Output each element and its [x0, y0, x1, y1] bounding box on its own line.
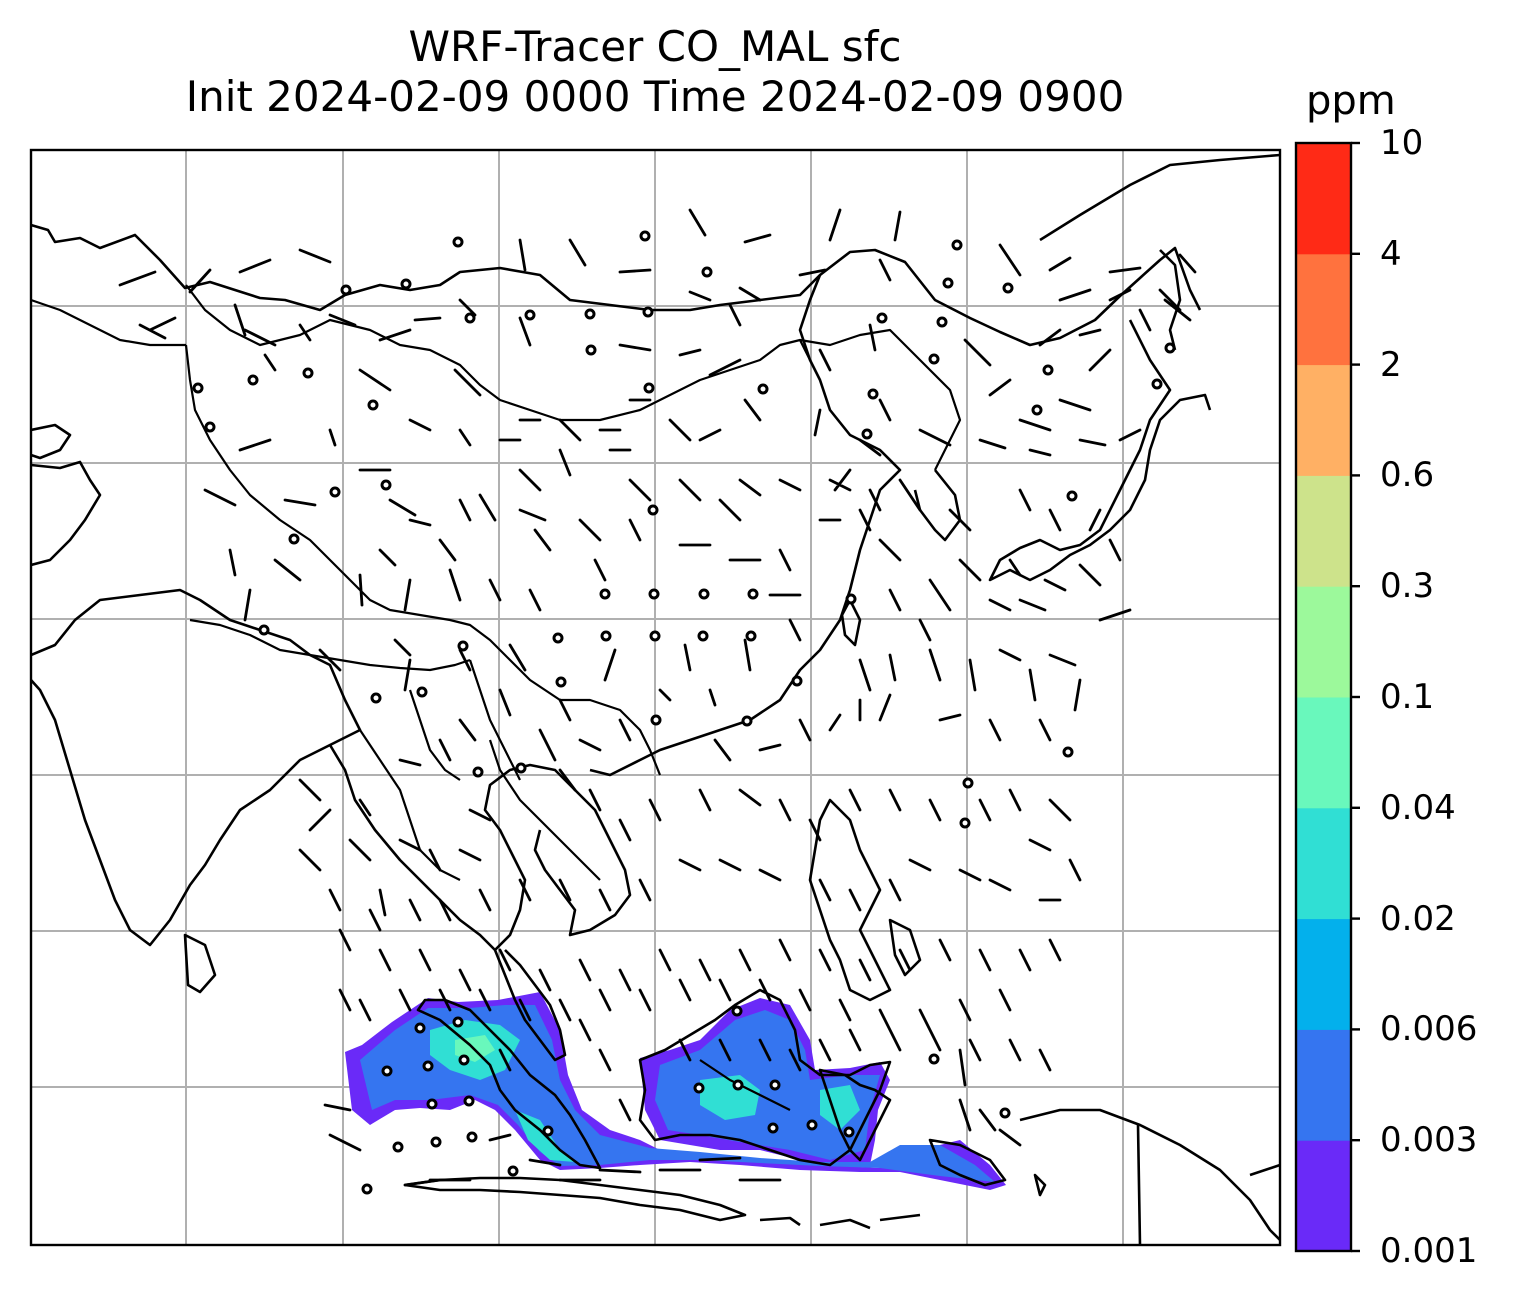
coastline-indochina — [328, 744, 632, 952]
coastlines — [31, 153, 1280, 1245]
coastline-java — [403, 1176, 747, 1222]
border-kazakhstan — [31, 298, 186, 347]
coastline-india — [31, 588, 362, 947]
coastline-timor — [928, 1138, 1007, 1187]
coastline-taiwan — [840, 598, 862, 647]
colorbar-tick-label: 0.001 — [1380, 1231, 1478, 1271]
colorbar-segment — [1296, 364, 1351, 476]
colorbar-tick-label: 10 — [1380, 123, 1424, 163]
colorbar-tick-label: 0.6 — [1380, 455, 1435, 496]
colorbar-segment — [1296, 1140, 1351, 1252]
coastline-new-guinea — [1019, 1108, 1280, 1245]
colorbar-segment — [1296, 918, 1351, 1030]
coastline-malay-peninsula — [493, 949, 567, 1062]
colorbar-tick-label: 0.006 — [1380, 1009, 1478, 1050]
colorbar-segment — [1296, 1029, 1351, 1141]
colorbar-tick-label: 0.003 — [1380, 1120, 1478, 1161]
colorbar-tick-label: 0.04 — [1380, 787, 1456, 828]
border-russia-china-east — [799, 328, 962, 471]
coastline-northeast — [1039, 153, 1280, 242]
border-china-mongolia — [185, 284, 811, 422]
coastline-caspian — [31, 423, 102, 567]
colorbar-tick-label: 0.02 — [1380, 898, 1456, 939]
title-line-1: WRF-Tracer CO_MAL sfc — [408, 22, 902, 71]
colorbar — [1294, 141, 1360, 1253]
map-title: WRF-Tracer CO_MAL sfc Init 2024-02-09 00… — [30, 22, 1280, 122]
colorbar-tick-label: 2 — [1380, 344, 1402, 385]
map-frame — [29, 148, 1282, 1247]
coastline-small-islands — [759, 1163, 1280, 1230]
border-china-west — [184, 344, 662, 776]
coastline-japan — [988, 249, 1212, 582]
colorbar-tick-label: 0.3 — [1380, 566, 1435, 607]
colorbar-segment — [1296, 143, 1351, 255]
colorbar-tick-label: 0.1 — [1380, 677, 1435, 717]
coastline-philippines — [808, 798, 922, 1002]
colorbar-segment — [1296, 697, 1351, 809]
border-himalaya — [189, 618, 471, 672]
title-line-2: Init 2024-02-09 0000 Time 2024-02-09 090… — [185, 72, 1125, 121]
colorbar-segment — [1296, 475, 1351, 587]
tracer-plume-borneo-inner — [655, 1010, 880, 1160]
colorbar-segment — [1296, 253, 1351, 366]
coastline-borneo — [638, 988, 892, 1167]
colorbar-segment — [1296, 807, 1351, 920]
calm-wind-circles — [192, 230, 1176, 1195]
border-indochina — [359, 659, 601, 881]
wind-barbs — [118, 208, 1197, 1187]
colorbar-tick-label: 4 — [1380, 233, 1402, 274]
coastline-sulawesi — [818, 1068, 892, 1162]
tracer-plume-sumatra-inner — [360, 1005, 995, 1182]
coastline-china-east — [589, 274, 902, 777]
coastline-srilanka — [183, 933, 217, 994]
country-borders — [31, 284, 962, 1111]
border-borneo — [699, 1059, 791, 1111]
colorbar-units-label: ppm — [1306, 78, 1396, 124]
colorbar-segment — [1296, 586, 1351, 698]
coastline-sumatra — [416, 998, 602, 1170]
coastline-siberia — [31, 223, 1202, 347]
